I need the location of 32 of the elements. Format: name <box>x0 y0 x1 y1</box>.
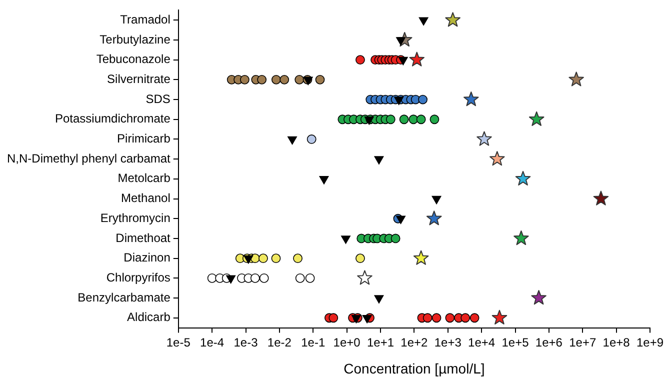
y-tick-label: Silvernitrate <box>107 72 171 86</box>
x-tick-label: 1e-5 <box>166 335 191 350</box>
x-axis-title: Concentration [µmol/L] <box>344 360 485 376</box>
y-tick-label: Potassiumdichromate <box>55 112 171 126</box>
x-tick-label: 1e-2 <box>267 335 292 350</box>
x-tick-label: 1e+6 <box>535 335 563 350</box>
y-tick-label: Metolcarb <box>118 171 171 186</box>
y-tick-label: Tramadol <box>120 12 170 26</box>
x-tick-label: 1e+7 <box>569 335 596 350</box>
y-tick-label: Tebuconazole <box>96 52 171 66</box>
y-tick-label: Terbutylazine <box>100 32 171 46</box>
y-tick-label: Benzylcarbamate <box>78 290 171 304</box>
y-tick-label: Chlorpyrifos <box>106 270 170 284</box>
x-tick-label: 1e+9 <box>636 335 664 350</box>
y-tick-label: N,N-Dimethyl phenyl carbamat <box>7 151 172 166</box>
x-tick-label: 1e-1 <box>301 335 326 350</box>
y-tick-label: Aldicarb <box>127 310 171 324</box>
y-tick-label: SDS <box>146 92 170 106</box>
y-tick-label: Pirimicarb <box>117 132 171 146</box>
x-tick-label: 1e+1 <box>366 335 394 350</box>
y-tick-label: Dimethoat <box>116 230 172 245</box>
y-tick-label: Erythromycin <box>100 210 170 225</box>
y-tick-label: Diazinon <box>124 250 170 265</box>
x-tick-label: 1e+2 <box>400 335 428 350</box>
x-tick-label: 1e+8 <box>602 335 630 350</box>
x-tick-label: 1e-4 <box>200 335 224 350</box>
x-tick-label: 1e+5 <box>502 335 530 350</box>
y-tick-label: Methanol <box>121 191 170 206</box>
x-tick-label: 1e+3 <box>434 335 462 350</box>
x-tick-label: 1e-3 <box>234 335 258 350</box>
x-tick-label: 1e+0 <box>333 335 361 350</box>
x-tick-label: 1e+4 <box>468 335 496 350</box>
